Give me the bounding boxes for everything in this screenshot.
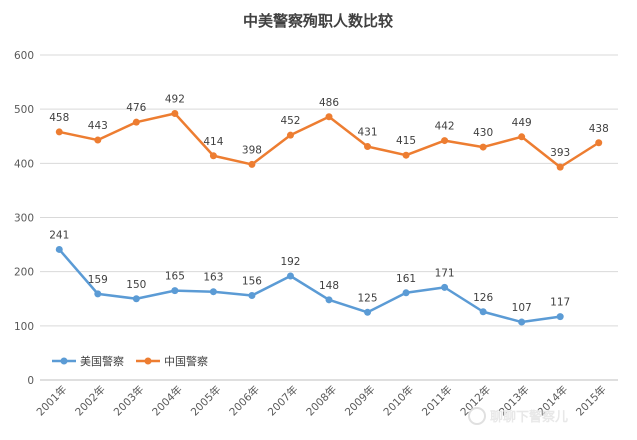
data-label: 492	[165, 94, 185, 106]
data-point	[518, 318, 526, 326]
data-label: 156	[242, 276, 262, 288]
y-tick-label: 600	[14, 50, 34, 62]
data-point	[94, 290, 102, 298]
data-point	[171, 110, 179, 117]
data-point	[479, 143, 487, 151]
data-point	[209, 288, 217, 296]
data-point	[595, 139, 603, 147]
data-point	[209, 152, 217, 160]
data-point	[248, 292, 256, 299]
legend-label-cn: 中国警察	[164, 354, 208, 368]
x-tick-label: 2011年	[419, 383, 455, 419]
legend-marker-us	[60, 357, 68, 365]
x-tick-label: 2004年	[149, 383, 185, 419]
data-label: 476	[126, 102, 146, 114]
data-label: 126	[473, 292, 493, 304]
data-point	[479, 308, 487, 316]
wechat-icon	[468, 407, 486, 425]
legend-label-us: 美国警察	[80, 354, 124, 368]
data-label: 165	[165, 271, 185, 283]
data-label: 414	[203, 136, 223, 148]
data-label: 486	[319, 97, 339, 109]
x-tick-label: 2001年	[34, 383, 70, 419]
data-point	[402, 151, 410, 159]
x-tick-label: 2005年	[188, 383, 224, 419]
data-labels: 241 159 150 165 163 156 192 148 125 161 171 126 107 1…	[49, 94, 609, 315]
data-label: 438	[589, 123, 609, 135]
series-lines	[55, 110, 603, 326]
data-label: 161	[396, 273, 416, 285]
data-label: 171	[435, 267, 455, 279]
x-tick-label: 2008年	[304, 383, 340, 419]
x-tick-label: 2015年	[573, 383, 609, 419]
data-label: 452	[280, 115, 300, 127]
legend-marker-cn	[144, 357, 152, 365]
data-label: 159	[88, 274, 108, 286]
data-point	[132, 295, 140, 303]
data-point	[364, 308, 372, 316]
legend-item-cn: 中国警察	[136, 354, 208, 368]
y-tick-label: 500	[14, 104, 34, 116]
data-point	[364, 143, 372, 151]
data-point	[325, 113, 333, 121]
data-point	[286, 272, 294, 280]
series-line-0	[58, 248, 561, 324]
watermark: 聊聊下警察儿	[468, 407, 568, 425]
y-tick-label: 0	[27, 375, 34, 387]
data-point	[441, 137, 449, 145]
data-label: 107	[512, 302, 532, 314]
x-tick-label: 2003年	[111, 383, 147, 419]
x-tick-label: 2009年	[342, 383, 378, 419]
data-point	[171, 287, 179, 295]
data-point	[55, 128, 63, 136]
data-label: 398	[242, 144, 262, 156]
data-point	[556, 313, 564, 321]
y-tick-label: 400	[14, 158, 34, 170]
data-point	[556, 163, 564, 171]
gridlines	[40, 54, 618, 327]
data-label: 431	[358, 127, 378, 139]
x-tick-label: 2012年	[458, 383, 494, 419]
data-label: 150	[126, 279, 146, 291]
data-label: 163	[203, 272, 223, 284]
chart-title: 中美警察殉职人数比较	[243, 12, 393, 30]
y-tick-label: 200	[14, 267, 34, 279]
y-tick-label: 100	[14, 321, 34, 333]
x-tick-label: 2010年	[381, 383, 417, 419]
x-tick-label: 2007年	[265, 383, 301, 419]
data-point	[286, 131, 294, 139]
data-label: 393	[550, 147, 570, 159]
data-label: 117	[550, 297, 570, 309]
data-point	[441, 283, 449, 291]
legend-item-us: 美国警察	[52, 354, 124, 368]
y-tick-label: 300	[14, 213, 34, 225]
data-label: 442	[435, 121, 455, 133]
data-point	[94, 136, 102, 144]
data-point	[248, 160, 256, 168]
data-label: 430	[473, 127, 493, 139]
data-point	[402, 289, 410, 297]
data-label: 415	[396, 135, 416, 147]
data-label: 449	[512, 117, 532, 129]
data-point	[518, 133, 526, 141]
watermark-text: 聊聊下警察儿	[490, 409, 568, 425]
data-label: 458	[49, 112, 69, 124]
data-label: 241	[49, 229, 69, 241]
legend: 美国警察 中国警察	[52, 354, 208, 368]
data-label: 443	[88, 120, 108, 132]
x-tick-label: 2006年	[227, 383, 263, 419]
data-label: 192	[280, 256, 300, 268]
data-label: 148	[319, 280, 339, 292]
x-tick-label: 2002年	[72, 383, 108, 419]
data-point	[132, 118, 140, 126]
data-point	[325, 296, 333, 304]
data-label: 125	[358, 292, 378, 304]
data-point	[55, 245, 63, 253]
